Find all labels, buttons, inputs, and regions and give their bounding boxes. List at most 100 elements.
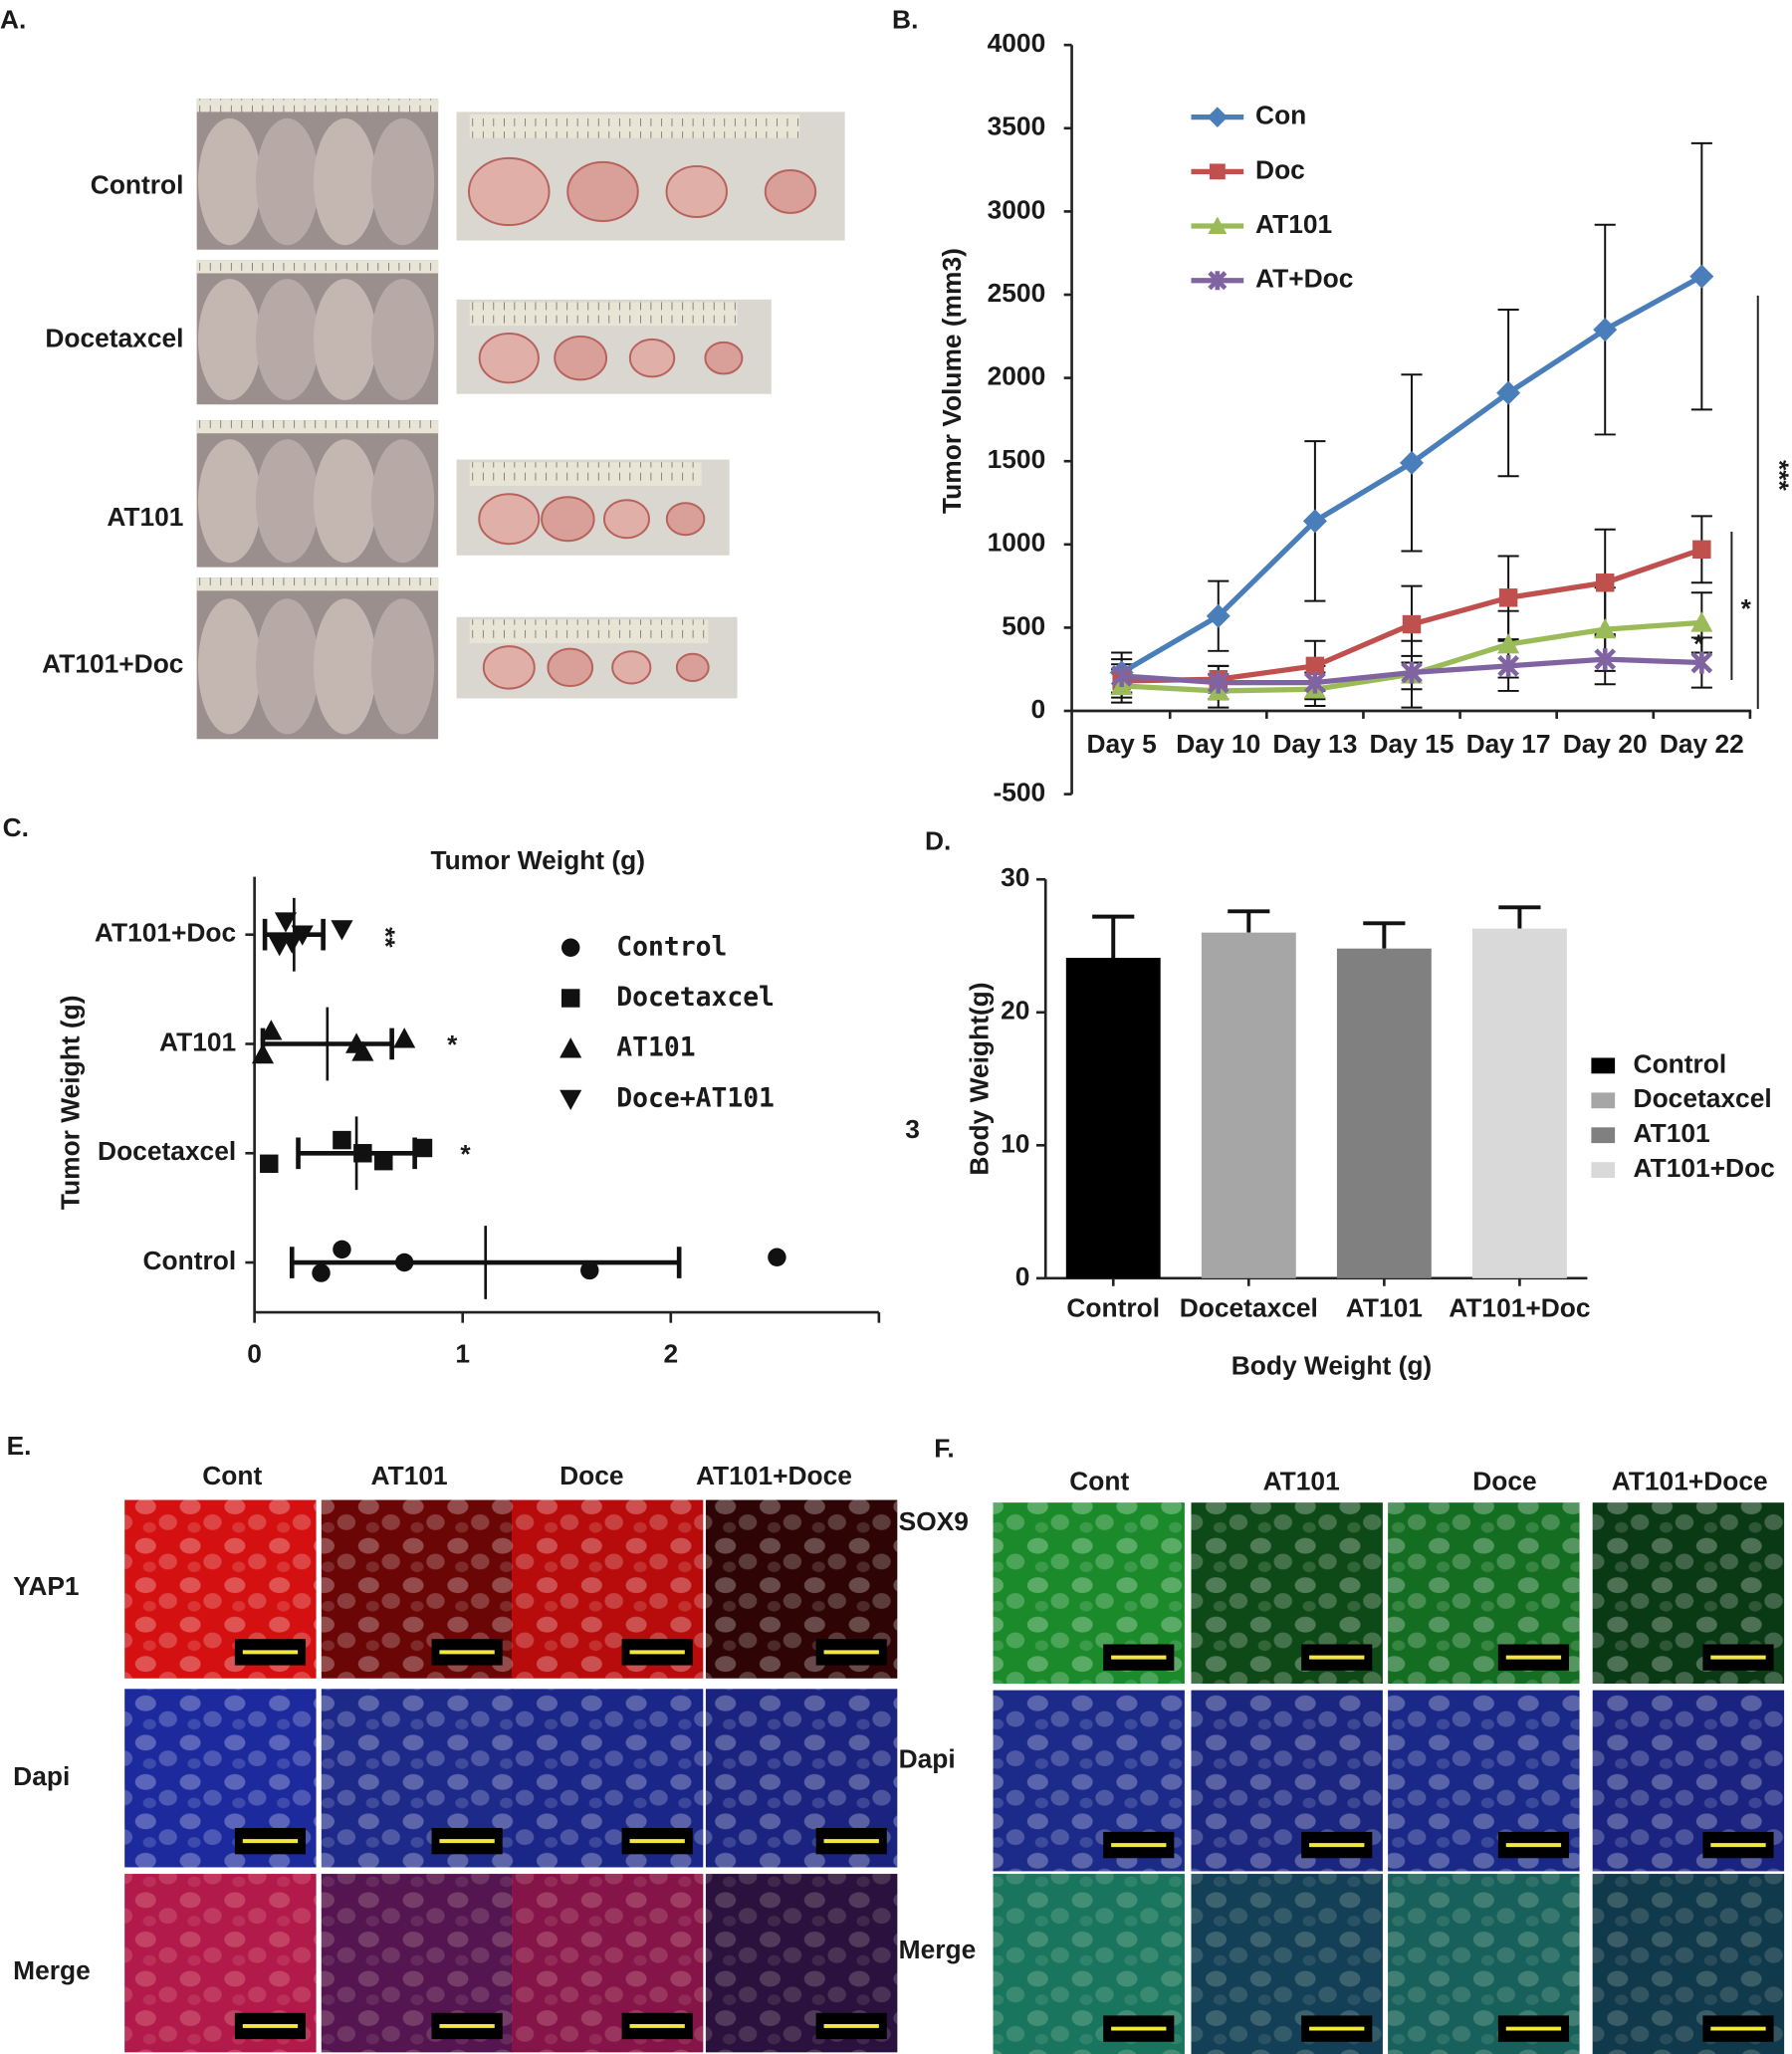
- row-label: Dapi: [13, 1761, 70, 1791]
- mouse: [313, 117, 377, 246]
- legend-label: AT101: [616, 1033, 695, 1063]
- y-tick-label: 0: [1015, 1261, 1030, 1291]
- y-tick-label: 1500: [988, 444, 1046, 474]
- point: [281, 933, 304, 954]
- column-label: AT101: [371, 1461, 448, 1490]
- mouse: [370, 117, 435, 246]
- point: [393, 1027, 416, 1048]
- point: [268, 936, 291, 957]
- ruler-strip: [196, 99, 439, 113]
- legend-marker: [1209, 163, 1226, 180]
- point: [413, 1138, 433, 1158]
- mouse: [313, 598, 377, 735]
- ruler-strip: [196, 420, 439, 434]
- row-label: Merge: [13, 1955, 91, 1985]
- tumor: [675, 652, 710, 682]
- bar: [1065, 958, 1161, 1278]
- x-tick-label: Day 5: [1086, 729, 1156, 759]
- point: [1304, 671, 1326, 694]
- sig-label: ***: [1765, 460, 1792, 492]
- tumor: [611, 650, 652, 685]
- legend-label: Con: [1255, 101, 1306, 130]
- column-label: Doce: [1472, 1466, 1536, 1495]
- x-axis-label: Body Weight (g): [1232, 1350, 1432, 1380]
- panel-label: C.: [3, 812, 29, 842]
- tumor: [566, 160, 639, 222]
- point: [1596, 573, 1615, 592]
- x-tick-label: Day 17: [1466, 729, 1551, 759]
- row-label: AT101: [107, 502, 183, 532]
- tumor: [478, 493, 541, 546]
- point: [1593, 318, 1618, 342]
- point: [1690, 651, 1713, 674]
- point: [374, 1151, 393, 1171]
- row-label: Dapi: [899, 1744, 956, 1774]
- tumor: [554, 335, 608, 381]
- y-tick-label: Docetaxcel: [98, 1136, 236, 1166]
- panel-label: F.: [934, 1433, 955, 1463]
- y-tick-label: Control: [143, 1246, 237, 1275]
- mouse: [370, 598, 435, 735]
- row-label: AT101+Doc: [42, 648, 183, 678]
- legend-label: Docetaxcel: [1634, 1083, 1772, 1113]
- mouse: [255, 279, 320, 400]
- legend-label: AT101+Doc: [1634, 1153, 1775, 1183]
- panel-label: D.: [925, 825, 951, 855]
- column-label: Cont: [202, 1461, 262, 1490]
- point: [1497, 633, 1520, 654]
- point: [1594, 648, 1617, 671]
- mouse: [197, 439, 262, 564]
- row-label: Control: [91, 169, 184, 199]
- legend-label: Docetaxcel: [616, 983, 775, 1013]
- x-tick-label: 1: [455, 1339, 470, 1369]
- point: [1206, 603, 1231, 628]
- point: [1498, 588, 1518, 607]
- x-tick-label: AT101+Doc: [1449, 1292, 1590, 1322]
- bar: [1201, 932, 1296, 1278]
- y-tick-label: 3500: [988, 112, 1046, 141]
- sig-label: *: [460, 1139, 471, 1169]
- y-axis-label: Tumor Volume (mm3): [937, 248, 967, 514]
- point: [1401, 661, 1423, 684]
- point: [274, 912, 298, 933]
- note: 3: [905, 1114, 920, 1144]
- row-label: YAP1: [13, 1571, 79, 1601]
- mouse: [255, 598, 320, 735]
- row-label: Merge: [899, 1935, 977, 1964]
- point: [580, 1260, 599, 1280]
- column-label: AT101: [1263, 1466, 1340, 1495]
- panel-label: E.: [7, 1431, 32, 1461]
- error-bar: [1498, 905, 1541, 929]
- error-bar: [1228, 909, 1270, 933]
- legend-label: AT101: [1255, 209, 1332, 239]
- x-tick-label: Day 10: [1176, 729, 1260, 759]
- legend-label: Control: [1634, 1048, 1727, 1078]
- tumor: [665, 164, 728, 218]
- sd-bar: [289, 1247, 682, 1278]
- point: [1402, 614, 1422, 634]
- ruler-strip: [469, 619, 709, 644]
- y-tick-label: 4000: [988, 28, 1046, 58]
- y-tick-label: 0: [1031, 694, 1046, 724]
- y-tick-label: 3000: [988, 194, 1046, 224]
- y-tick-label: AT101+Doc: [95, 918, 236, 948]
- tumor: [602, 499, 650, 540]
- y-tick-label: 500: [1002, 610, 1045, 640]
- y-tick-label: 1000: [988, 528, 1046, 558]
- legend-label: Control: [616, 932, 727, 962]
- chart-title: Tumor Weight (g): [430, 845, 645, 875]
- tumor: [547, 647, 594, 688]
- tumor: [764, 168, 817, 214]
- tumor: [628, 338, 676, 378]
- ruler-strip: [196, 260, 439, 274]
- sig-label: *: [1693, 629, 1704, 659]
- x-tick-label: Docetaxcel: [1180, 1292, 1318, 1322]
- mouse: [370, 279, 435, 400]
- legend-label: AT101: [1634, 1118, 1710, 1148]
- point: [1110, 664, 1133, 687]
- x-tick-label: AT101: [1346, 1292, 1423, 1322]
- tumor: [478, 332, 540, 384]
- x-tick-label: 2: [663, 1339, 678, 1369]
- point: [1692, 540, 1711, 560]
